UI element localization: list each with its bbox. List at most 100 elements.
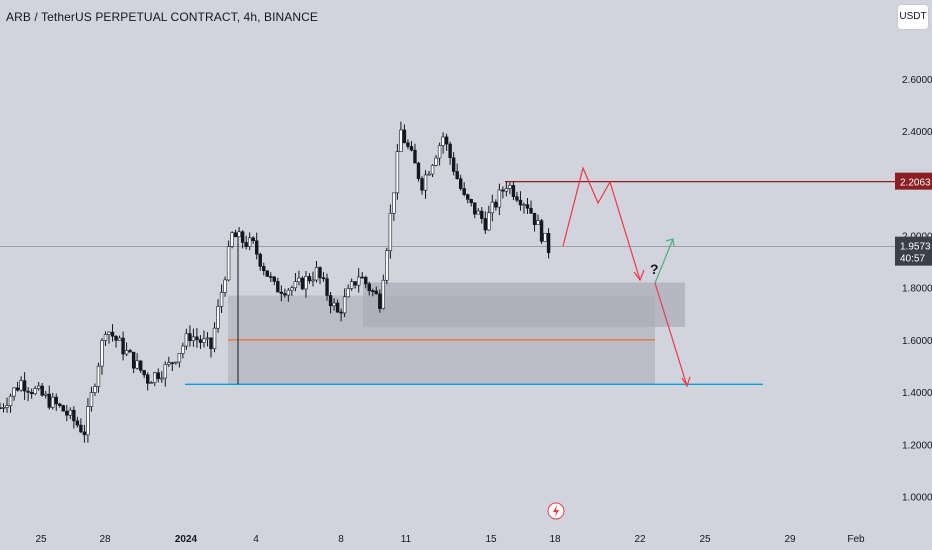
candle-body (335, 302, 340, 313)
candle-body (177, 353, 182, 363)
candle-body (262, 266, 266, 272)
candle-body (290, 287, 294, 291)
current-price-badge (895, 236, 932, 266)
candle-body (68, 409, 73, 416)
candle-body (522, 204, 526, 206)
candle-body (494, 201, 498, 208)
candle-body (451, 157, 456, 172)
candle-body (508, 185, 512, 189)
price-tick-label: 1.6000 (902, 336, 932, 347)
time-tick-label: 4 (253, 534, 259, 545)
candle-body (388, 212, 393, 251)
candle-body (58, 403, 62, 406)
candle-body (8, 395, 13, 406)
candle-body (19, 380, 23, 391)
candle-body (128, 350, 132, 353)
candle-body (33, 388, 37, 395)
candle-body (430, 165, 435, 175)
candle-body (198, 339, 203, 343)
candle-body (539, 220, 544, 242)
time-tick-label: 15 (485, 534, 497, 545)
candle-body (367, 283, 371, 291)
candle-body (300, 277, 305, 290)
candle-body (532, 212, 537, 226)
candle-body (103, 334, 108, 341)
candle-body (501, 189, 505, 192)
candle-body (321, 277, 326, 280)
candle-body (79, 424, 83, 433)
resistance-price-badge (895, 172, 932, 190)
candle-body (265, 270, 269, 277)
candle-body (487, 212, 491, 231)
price-tick-label: 1.2000 (902, 440, 932, 451)
candle-body (378, 293, 382, 309)
candle-body (36, 385, 41, 389)
candle-body (156, 372, 160, 379)
candle-body (160, 377, 164, 380)
candle-body (174, 361, 178, 364)
candle-body (423, 174, 428, 191)
candle-body (233, 232, 238, 238)
candle-body (247, 237, 252, 247)
candle-body (395, 151, 400, 194)
candle-body (276, 281, 280, 293)
candle-body (216, 306, 220, 329)
candle-body (230, 232, 234, 247)
resistance-price-label: 2.2063 (900, 178, 931, 189)
price-tick-label: 2.4000 (902, 127, 932, 138)
candle-body (444, 136, 449, 145)
candle-body (325, 278, 329, 296)
candle-body (117, 337, 122, 341)
candle-body (110, 331, 115, 337)
candle-body (82, 431, 87, 436)
candle-body (314, 267, 319, 281)
currency-button[interactable]: USDT (897, 4, 929, 30)
candle-body (402, 129, 407, 144)
candle-body (219, 292, 224, 307)
candle-body (536, 220, 540, 226)
candle-body (529, 207, 533, 214)
countdown-label: 40:57 (900, 254, 925, 265)
candle-body (437, 145, 442, 159)
candle-body (490, 201, 495, 214)
candle-body (72, 409, 76, 422)
candle-body (420, 178, 424, 191)
candle-body (121, 337, 125, 355)
candle-body (124, 350, 129, 355)
candle-body (462, 188, 466, 195)
candle-body (202, 338, 206, 343)
candle-body (483, 218, 487, 231)
candle-body (114, 335, 118, 341)
time-tick-label: 28 (99, 534, 111, 545)
candle-body (107, 331, 111, 335)
time-tick-label: 25 (35, 534, 47, 545)
candle-body (75, 420, 80, 426)
candle-body (195, 336, 199, 340)
candle-body (22, 380, 27, 392)
chart-title: ARB / TetherUS PERPETUAL CONTRACT, 4h, B… (6, 10, 319, 24)
price-tick-label: 1.0000 (902, 493, 932, 504)
candle-body (40, 385, 44, 396)
candle-body (353, 281, 357, 286)
projection-path-bear (654, 282, 688, 387)
candle-body (47, 393, 51, 408)
candle-body (96, 365, 101, 387)
candle-body (497, 189, 502, 208)
candle-body (374, 290, 378, 295)
candle-body (409, 146, 414, 151)
candle-body (191, 336, 196, 341)
price-tick-label: 1.8000 (902, 284, 932, 295)
candle-body (371, 290, 375, 292)
candle-body (153, 372, 157, 383)
candle-body (515, 196, 519, 201)
candle-body (518, 199, 523, 206)
candle-body (339, 311, 343, 314)
candle-body (455, 171, 459, 179)
candle-body (272, 276, 276, 282)
candle-body (135, 360, 139, 369)
candle-body (269, 276, 273, 278)
candle-body (65, 410, 69, 416)
candle-body (381, 279, 386, 309)
